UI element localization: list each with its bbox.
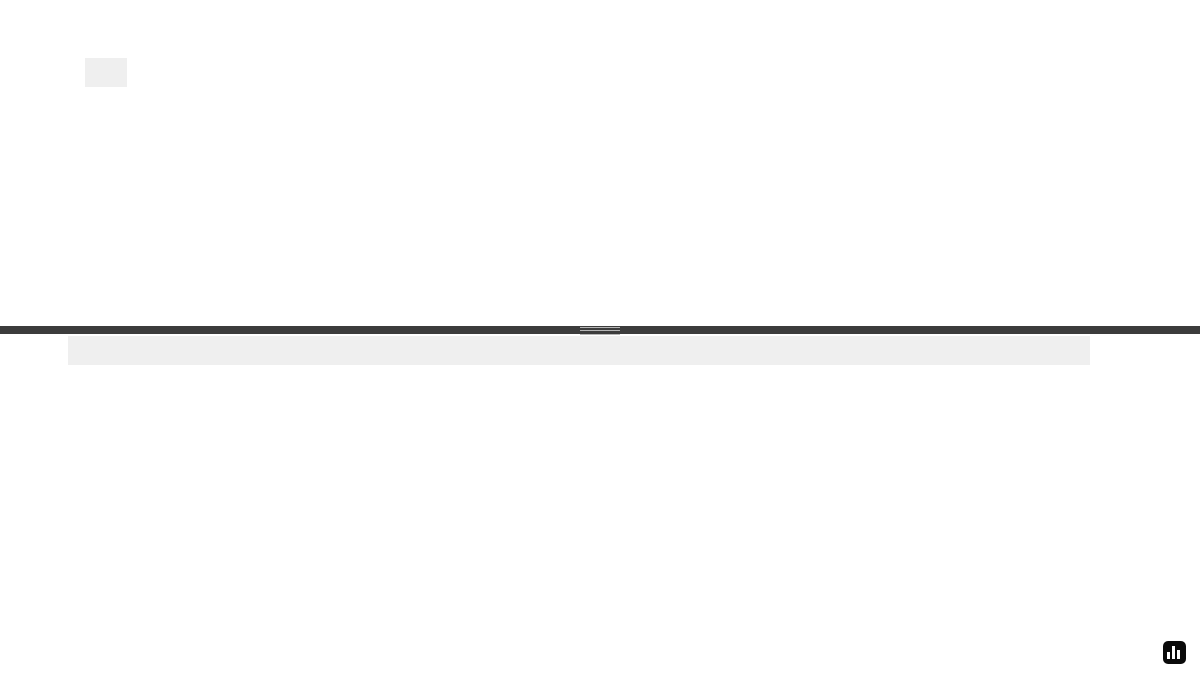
divider-grip-icon[interactable] [580,327,620,335]
legend-swatch-reverse-repo [487,344,500,357]
legend-swatch-treasury-general-account [852,344,865,357]
bloomberg-chart-icon [1163,641,1186,664]
legend-item-reverse-repo [487,336,505,365]
panel-divider[interactable] [0,326,1200,335]
legend-swatch-balance-sheet [93,66,106,79]
legend-band [68,336,1090,365]
legend-item-treasury-general-account [852,336,870,365]
bloomberg-logo [1155,641,1186,664]
legend-item-deposits [78,336,96,365]
legend-top [85,58,127,87]
legend-swatch-deposits [78,344,91,357]
